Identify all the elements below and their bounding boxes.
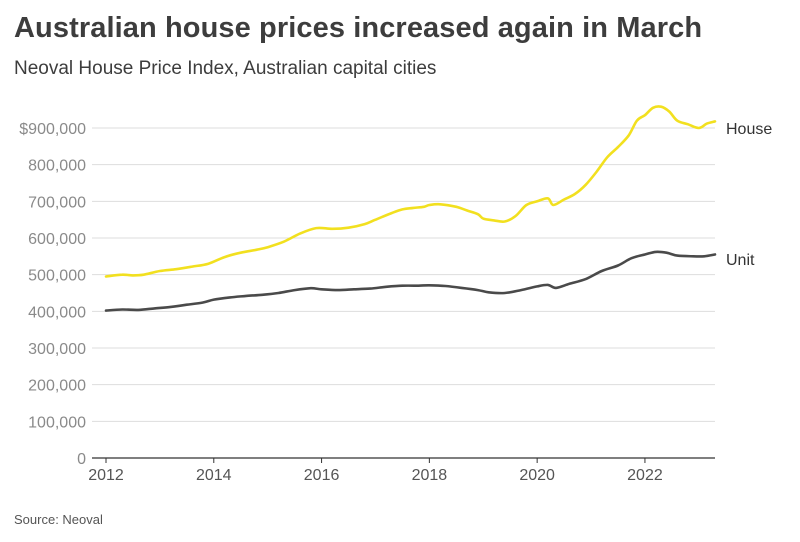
series-labels: House Unit bbox=[726, 121, 772, 269]
y-tick-label: 600,000 bbox=[28, 231, 86, 248]
x-tick-label: 2020 bbox=[519, 467, 555, 484]
series-lines bbox=[104, 105, 717, 312]
x-tick-label: 2022 bbox=[627, 467, 663, 484]
series-label-unit: Unit bbox=[726, 252, 755, 269]
y-axis: 0 100,000 200,000 300,000 400,000 500,000 600,… bbox=[19, 121, 86, 468]
x-tick-label: 2018 bbox=[412, 467, 448, 484]
y-tick-label: 700,000 bbox=[28, 194, 86, 211]
series-label-house: House bbox=[726, 121, 772, 138]
series-line-house bbox=[104, 105, 717, 278]
y-tick-label: 200,000 bbox=[28, 378, 86, 395]
source-note: Source: Neoval bbox=[14, 512, 103, 527]
gridlines bbox=[92, 127, 715, 422]
chart-subtitle: Neoval House Price Index, Australian cap… bbox=[14, 58, 437, 79]
y-tick-label: 100,000 bbox=[28, 414, 86, 431]
y-tick-label: 500,000 bbox=[28, 268, 86, 285]
y-tick-label: 300,000 bbox=[28, 341, 86, 358]
x-tick-label: 2014 bbox=[196, 467, 232, 484]
series-line-unit bbox=[104, 250, 717, 312]
y-tick-label: $900,000 bbox=[19, 121, 86, 138]
chart-title: Australian house prices increased again … bbox=[14, 12, 703, 44]
x-tick-label: 2012 bbox=[88, 467, 124, 484]
y-tick-label: 400,000 bbox=[28, 304, 86, 321]
x-axis: 2012 2014 2016 2018 2020 2022 bbox=[88, 457, 715, 484]
y-tick-label: 0 bbox=[77, 451, 86, 468]
x-tick-label: 2016 bbox=[304, 467, 340, 484]
y-tick-label: 800,000 bbox=[28, 158, 86, 175]
